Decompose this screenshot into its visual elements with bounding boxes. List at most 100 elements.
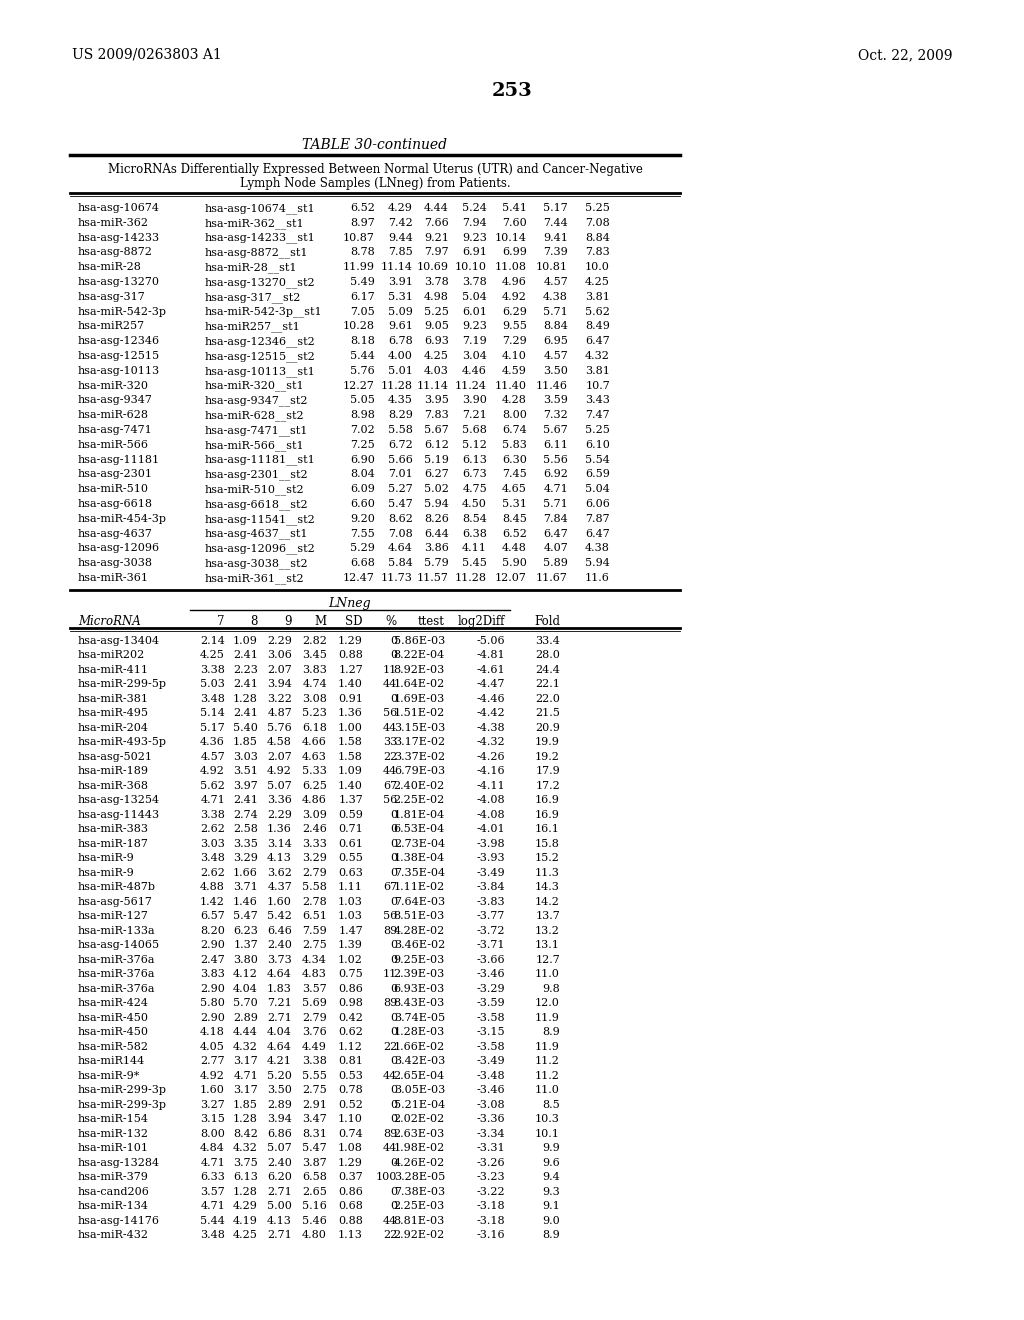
Text: 11.28: 11.28 — [381, 380, 413, 391]
Text: 4.07: 4.07 — [544, 544, 568, 553]
Text: 6.44: 6.44 — [424, 528, 449, 539]
Text: hsa-miR-132: hsa-miR-132 — [78, 1129, 150, 1139]
Text: 1.64E-02: 1.64E-02 — [394, 680, 445, 689]
Text: 1.60: 1.60 — [200, 1085, 225, 1096]
Text: hsa-miR-299-5p: hsa-miR-299-5p — [78, 680, 167, 689]
Text: 10.14: 10.14 — [495, 232, 527, 243]
Text: 5.09: 5.09 — [388, 306, 413, 317]
Text: 11.2: 11.2 — [536, 1071, 560, 1081]
Text: 3.47: 3.47 — [302, 1114, 327, 1125]
Text: 1.37: 1.37 — [233, 940, 258, 950]
Text: 44: 44 — [383, 767, 397, 776]
Text: -3.46: -3.46 — [476, 1085, 505, 1096]
Text: 1.09: 1.09 — [338, 767, 362, 776]
Text: 16.1: 16.1 — [536, 824, 560, 834]
Text: 9.55: 9.55 — [502, 321, 527, 331]
Text: 7.44: 7.44 — [544, 218, 568, 228]
Text: 5.47: 5.47 — [233, 911, 258, 921]
Text: -3.08: -3.08 — [476, 1100, 505, 1110]
Text: 5.12: 5.12 — [462, 440, 487, 450]
Text: hsa-asg-6618__st2: hsa-asg-6618__st2 — [205, 499, 308, 510]
Text: 7.42: 7.42 — [388, 218, 413, 228]
Text: 15.2: 15.2 — [536, 853, 560, 863]
Text: 5.84: 5.84 — [388, 558, 413, 568]
Text: -3.18: -3.18 — [476, 1201, 505, 1212]
Text: 1.83: 1.83 — [267, 983, 292, 994]
Text: hsa-miR-487b: hsa-miR-487b — [78, 882, 156, 892]
Text: -3.36: -3.36 — [476, 1114, 505, 1125]
Text: 1.09: 1.09 — [233, 636, 258, 645]
Text: 3.94: 3.94 — [267, 1114, 292, 1125]
Text: 13.1: 13.1 — [536, 940, 560, 950]
Text: hsa-miR-320__st1: hsa-miR-320__st1 — [205, 380, 304, 391]
Text: 10.1: 10.1 — [536, 1129, 560, 1139]
Text: -4.32: -4.32 — [476, 738, 505, 747]
Text: -4.11: -4.11 — [476, 781, 505, 791]
Text: 2.71: 2.71 — [267, 1012, 292, 1023]
Text: 1.03: 1.03 — [338, 896, 362, 907]
Text: hsa-asg-317__st2: hsa-asg-317__st2 — [205, 292, 301, 302]
Text: US 2009/0263803 A1: US 2009/0263803 A1 — [72, 48, 222, 62]
Text: 4.04: 4.04 — [267, 1027, 292, 1038]
Text: 3.33: 3.33 — [302, 838, 327, 849]
Text: 5.33: 5.33 — [302, 767, 327, 776]
Text: 4.05: 4.05 — [200, 1041, 225, 1052]
Text: 253: 253 — [492, 82, 532, 100]
Text: -3.71: -3.71 — [476, 940, 505, 950]
Text: hsa-miR-450: hsa-miR-450 — [78, 1012, 150, 1023]
Text: 9.4: 9.4 — [543, 1172, 560, 1183]
Text: hsa-asg-6618: hsa-asg-6618 — [78, 499, 153, 510]
Text: 4.71: 4.71 — [201, 1201, 225, 1212]
Text: 10.3: 10.3 — [536, 1114, 560, 1125]
Text: 8.20: 8.20 — [200, 925, 225, 936]
Text: hsa-miR-383: hsa-miR-383 — [78, 824, 150, 834]
Text: 0.86: 0.86 — [338, 983, 362, 994]
Text: 5.94: 5.94 — [424, 499, 449, 510]
Text: 3.27: 3.27 — [201, 1100, 225, 1110]
Text: 5.94: 5.94 — [585, 558, 610, 568]
Text: 5.69: 5.69 — [302, 998, 327, 1008]
Text: 4.21: 4.21 — [267, 1056, 292, 1067]
Text: 11.57: 11.57 — [417, 573, 449, 583]
Text: 7.32: 7.32 — [544, 411, 568, 420]
Text: 7.21: 7.21 — [267, 998, 292, 1008]
Text: 5.17: 5.17 — [544, 203, 568, 213]
Text: 2.07: 2.07 — [267, 752, 292, 762]
Text: 7.19: 7.19 — [462, 337, 487, 346]
Text: 17.2: 17.2 — [536, 781, 560, 791]
Text: 4.13: 4.13 — [267, 1216, 292, 1226]
Text: 11.0: 11.0 — [536, 969, 560, 979]
Text: 3.14: 3.14 — [267, 838, 292, 849]
Text: 3.05E-03: 3.05E-03 — [394, 1085, 445, 1096]
Text: 1.40: 1.40 — [338, 781, 362, 791]
Text: 2.91: 2.91 — [302, 1100, 327, 1110]
Text: 0: 0 — [390, 838, 397, 849]
Text: 1.39: 1.39 — [338, 940, 362, 950]
Text: hsa-asg-11181__st1: hsa-asg-11181__st1 — [205, 454, 315, 466]
Text: Fold: Fold — [534, 615, 560, 628]
Text: 2.92E-02: 2.92E-02 — [394, 1230, 445, 1241]
Text: 4.71: 4.71 — [544, 484, 568, 494]
Text: 9.41: 9.41 — [543, 232, 568, 243]
Text: -3.93: -3.93 — [476, 853, 505, 863]
Text: 0: 0 — [390, 1114, 397, 1125]
Text: 9.05: 9.05 — [424, 321, 449, 331]
Text: 4.74: 4.74 — [302, 680, 327, 689]
Text: -4.61: -4.61 — [476, 665, 505, 675]
Text: 0: 0 — [390, 1085, 397, 1096]
Text: 4.12: 4.12 — [233, 969, 258, 979]
Text: 89: 89 — [383, 925, 397, 936]
Text: 11.14: 11.14 — [417, 380, 449, 391]
Text: hsa-miR257: hsa-miR257 — [78, 321, 145, 331]
Text: 5.83: 5.83 — [502, 440, 527, 450]
Text: 4.80: 4.80 — [302, 1230, 327, 1241]
Text: 7.21: 7.21 — [462, 411, 487, 420]
Text: hsa-miR-101: hsa-miR-101 — [78, 1143, 150, 1154]
Text: 5.67: 5.67 — [424, 425, 449, 436]
Text: -3.15: -3.15 — [476, 1027, 505, 1038]
Text: 3.38: 3.38 — [200, 809, 225, 820]
Text: 5.70: 5.70 — [233, 998, 258, 1008]
Text: 5.07: 5.07 — [267, 1143, 292, 1154]
Text: 3.37E-02: 3.37E-02 — [394, 752, 445, 762]
Text: 6.58: 6.58 — [302, 1172, 327, 1183]
